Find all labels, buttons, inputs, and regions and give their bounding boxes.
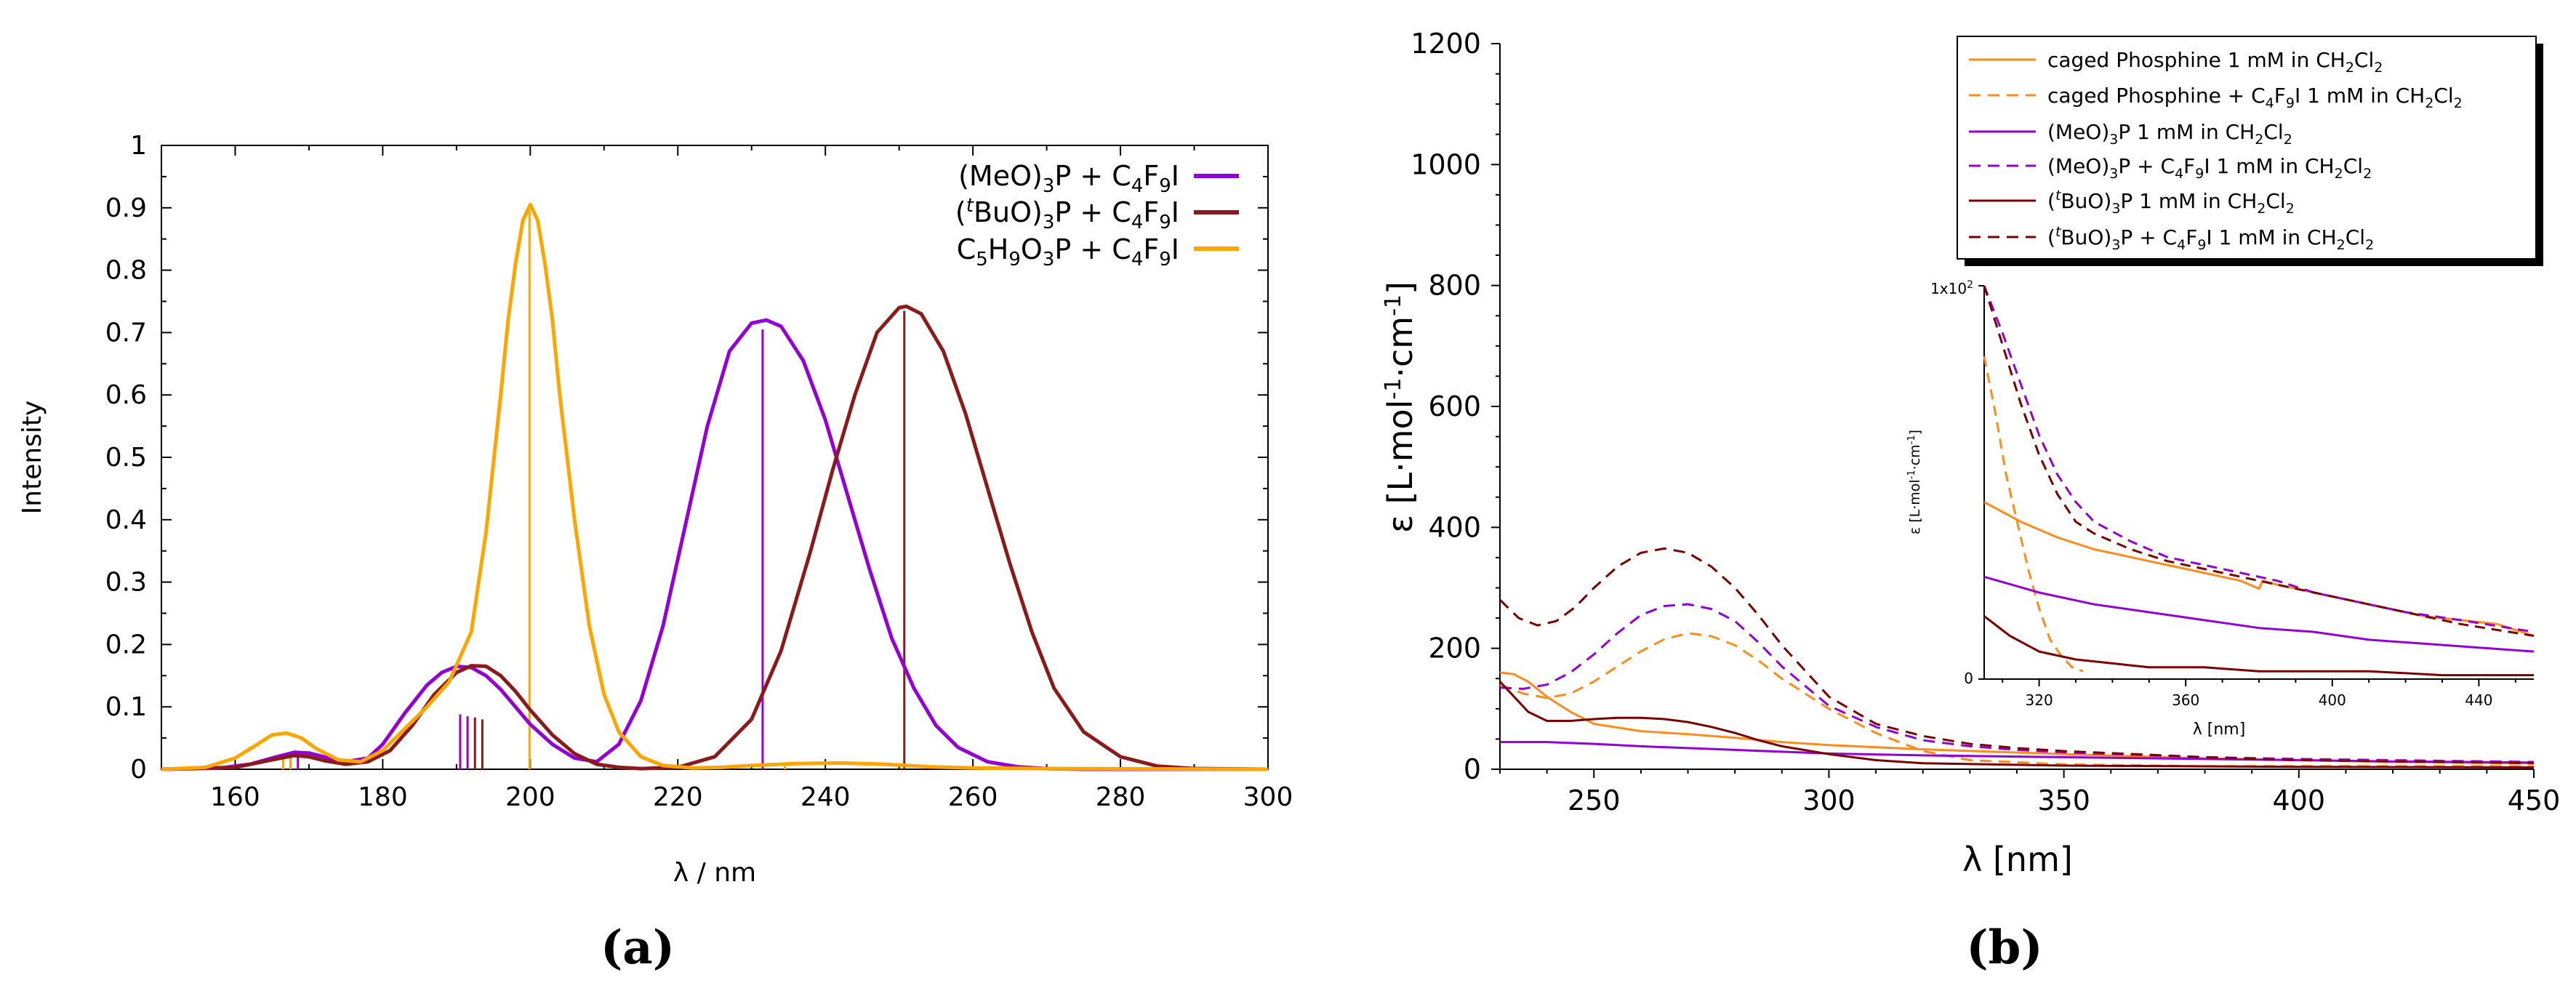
x-tick-label: 220 [653, 782, 703, 812]
legend-entry-tbuo-b: (tBuO)3P 1 mM in CH2Cl2 [2047, 188, 2295, 217]
panel-b-xlabel: λ [nm] [1962, 840, 2073, 879]
legend-entry-meo: (MeO)3P + C4F9I [958, 160, 1179, 197]
panel-a-y-axis: 0 0.1 0.2 0.3 0.4 0.5 0.6 0.7 0.8 0.9 1 [105, 131, 1268, 785]
panel-a-ylabel: Intensity [17, 401, 47, 515]
x-tick-label: 300 [1802, 785, 1855, 817]
y-tick-label: 600 [1428, 390, 1481, 422]
panel-a-legend: (MeO)3P + C4F9I (tBuO)3P + C4F9I C5H9O3P… [955, 160, 1239, 270]
curve-b-3 [1499, 603, 2535, 763]
y-tick-label: 800 [1428, 270, 1481, 302]
panel-b-curves [1498, 547, 2535, 769]
y-tick-label: 0.5 [105, 443, 147, 473]
panel-label-b: (b) [1966, 920, 2042, 975]
y-tick-label: 200 [1428, 633, 1481, 665]
y-tick-label: 0.9 [105, 193, 147, 223]
y-tick-label: 0 [130, 755, 147, 785]
legend-entry-c5: C5H9O3P + C4F9I [957, 233, 1179, 270]
legend-entry-tbuo: (tBuO)3P + C4F9I [955, 195, 1179, 233]
x-tick-label: 300 [1243, 782, 1293, 812]
y-tick-label: 0.6 [105, 380, 147, 410]
y-tick-label: 0.2 [105, 630, 147, 659]
x-tick-label: 280 [1096, 782, 1146, 812]
inset-curve-2 [1983, 575, 2535, 653]
y-tick-label: 0.8 [105, 256, 147, 286]
panel-b: 250 300 350 400 450 0 200 400 600 800 1000 1200 λ … [1381, 28, 2560, 975]
panel-a: 160 180 200 220 240 260 280 300 0 0.1 0.2 0.3 0.4 0.… [17, 131, 1293, 975]
panel-a-sticks [281, 211, 906, 769]
inset-x-tick-label: 360 [2172, 691, 2199, 709]
panel-b-y-axis: 0 200 400 600 800 1000 1200 [1411, 28, 1500, 785]
x-tick-label: 240 [801, 782, 851, 812]
x-tick-label: 250 [1568, 785, 1621, 817]
panel-a-x-axis: 160 180 200 220 240 260 280 300 [161, 145, 1293, 812]
y-tick-label: 0.3 [105, 568, 147, 598]
panel-a-curves [161, 203, 1269, 771]
legend-entry-caged: caged Phosphine 1 mM in CH2Cl2 [2047, 48, 2383, 76]
curve-b-4 [1498, 681, 2535, 769]
curve-b-5 [1498, 547, 2535, 765]
legend-box [1957, 36, 2537, 260]
inset-curve-3 [1983, 285, 2535, 633]
legend-entry-tbuo-c4f9i: (tBuO)3P + C4F9I 1 mM in CH2Cl2 [2047, 224, 2374, 253]
inset-xlabel: λ [nm] [2193, 721, 2246, 739]
x-tick-label: 160 [210, 782, 260, 812]
y-tick-label: 1200 [1411, 28, 1481, 60]
y-tick-label: 1000 [1411, 148, 1481, 180]
y-tick-label: 0 [1464, 753, 1481, 785]
inset-curves [1983, 285, 2535, 677]
curve-c5 [161, 203, 1269, 771]
curve-b-1 [1499, 632, 2534, 768]
x-tick-label: 260 [948, 782, 998, 812]
legend-entry-meo-c4f9i: (MeO)3P + C4F9I 1 mM in CH2Cl2 [2047, 154, 2372, 182]
y-tick-label: 1 [130, 131, 147, 161]
panel-a-xlabel: λ / nm [673, 858, 756, 888]
y-tick-label: 0.4 [105, 505, 147, 535]
y-tick-label: 400 [1428, 511, 1481, 543]
curve-tbuo [161, 304, 1269, 771]
x-tick-label: 200 [505, 782, 555, 812]
panel-b-legend: caged Phosphine 1 mM in CH2Cl2 caged Pho… [1957, 36, 2543, 266]
inset-ylabel: ε [L·mol-1·cm-1] [1906, 430, 1923, 534]
x-tick-label: 450 [2508, 785, 2561, 817]
inset-curve-1 [1983, 356, 2084, 673]
legend-entry-caged-c4f9i: caged Phosphine + C4F9I 1 mM in CH2Cl2 [2047, 84, 2463, 111]
inset-ytick-0: 0 [1964, 670, 1973, 687]
panel-b-x-axis: 250 300 350 400 450 [1499, 769, 2561, 817]
curve-meo [161, 318, 1268, 771]
panel-b-ylabel: ε [L·mol-1·cm-1] [1381, 281, 1420, 533]
x-tick-label: 350 [2037, 785, 2090, 817]
inset-x-axis: 320 360 400 440 [1978, 285, 2516, 709]
inset-curve-5 [1983, 285, 2535, 637]
inset-curve-4 [1983, 615, 2534, 677]
inset-x-tick-label: 400 [2319, 691, 2346, 709]
legend-entry-meo-b: (MeO)3P 1 mM in CH2Cl2 [2047, 120, 2292, 148]
x-tick-label: 180 [358, 782, 408, 812]
panel-label-a: (a) [601, 920, 675, 975]
y-tick-label: 0.1 [105, 692, 147, 722]
inset-ytick-100: 1x102 [1930, 279, 1973, 297]
inset-x-tick-label: 440 [2465, 691, 2492, 709]
inset-x-tick-label: 320 [2026, 691, 2053, 709]
panel-b-inset: 320 360 400 440 0 1x102 λ [nm] ε [L·mol-1·c… [1906, 279, 2535, 739]
x-tick-label: 400 [2273, 785, 2326, 817]
inset-curve-0 [1983, 501, 2535, 637]
y-tick-label: 0.7 [105, 318, 147, 348]
